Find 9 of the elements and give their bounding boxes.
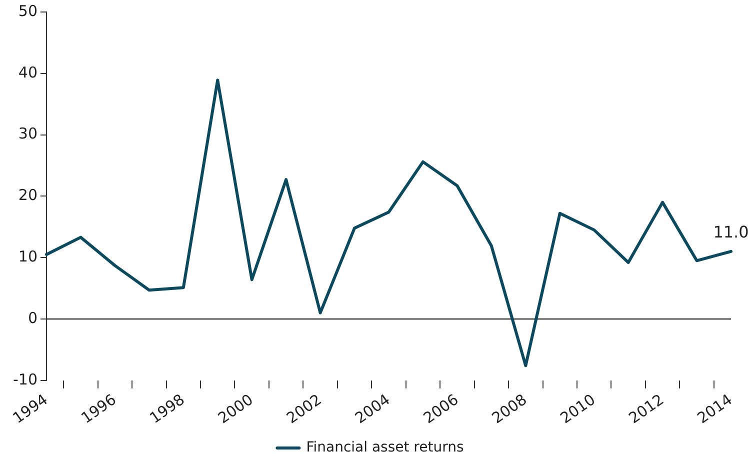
y-tick-label: 30 xyxy=(18,124,38,143)
y-tick-label: 20 xyxy=(18,186,38,204)
legend-label: Financial asset returns xyxy=(306,440,464,456)
y-tick-label: 0 xyxy=(28,308,38,327)
y-tick-label: 40 xyxy=(18,63,38,82)
y-tick-label: -10 xyxy=(13,370,38,388)
y-tick-label: 10 xyxy=(18,247,38,266)
data-label: 11.0 xyxy=(713,222,749,242)
y-tick-label: 50 xyxy=(18,2,38,20)
